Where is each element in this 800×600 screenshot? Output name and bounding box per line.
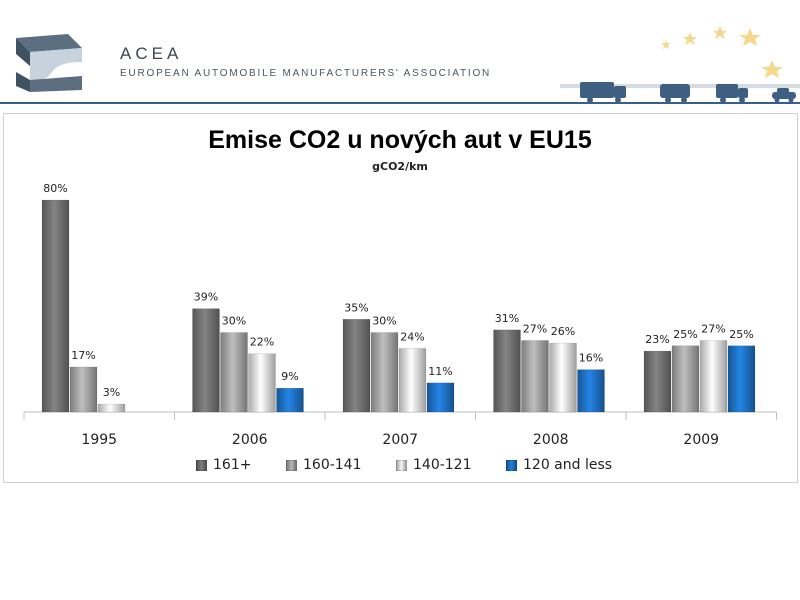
x-tick-label: 2007 xyxy=(382,432,418,448)
bar-2008-160-141 xyxy=(521,340,549,413)
x-tick-label: 2008 xyxy=(533,432,569,448)
org-full-name: EUROPEAN AUTOMOBILE MANUFACTURERS' ASSOC… xyxy=(120,68,492,79)
bar-2008-161+ xyxy=(493,329,521,413)
x-tick-label: 1995 xyxy=(81,432,117,448)
legend-item: 160-141 xyxy=(286,457,396,473)
legend-swatch xyxy=(196,459,207,471)
chart-frame xyxy=(3,113,798,483)
data-label: 22% xyxy=(250,336,274,349)
data-label: 25% xyxy=(729,328,753,341)
bar-2008-120-and-less xyxy=(577,369,605,413)
data-label: 17% xyxy=(71,349,95,362)
bar-2006-140-121 xyxy=(248,353,276,413)
bar-2007-140-121 xyxy=(398,348,427,413)
data-label: 24% xyxy=(400,330,424,343)
bar-2009-161+ xyxy=(643,350,672,413)
legend-item: 140-121 xyxy=(396,457,506,473)
data-label: 27% xyxy=(701,322,725,335)
bar-2009-120-and-less xyxy=(727,345,756,413)
legend-item: 161+ xyxy=(196,457,286,473)
header: ACEA EUROPEAN AUTOMOBILE MANUFACTURERS' … xyxy=(0,0,800,104)
bar-2009-160-141 xyxy=(671,345,700,413)
data-label: 39% xyxy=(194,291,218,304)
bar-1995-160-141 xyxy=(69,366,98,413)
legend-label: 160-141 xyxy=(303,457,362,473)
data-label: 30% xyxy=(222,315,246,328)
data-label: 11% xyxy=(428,365,452,378)
org-short-name: ACEA xyxy=(120,44,183,63)
data-label: 3% xyxy=(103,386,120,399)
stars-and-vehicles-icon xyxy=(560,26,800,103)
chart-title: Emise CO2 u nových aut v EU15 xyxy=(208,126,592,154)
bar-2009-140-121 xyxy=(699,340,728,413)
chart-subtitle: gCO2/km xyxy=(372,160,428,173)
bar-2006-160-141 xyxy=(220,332,248,413)
legend-swatch xyxy=(506,459,517,471)
data-label: 80% xyxy=(43,182,67,195)
legend-label: 161+ xyxy=(213,457,252,473)
legend-swatch xyxy=(286,459,297,471)
legend-swatch xyxy=(396,459,407,471)
legend-label: 140-121 xyxy=(413,457,472,473)
bar-2006-161+ xyxy=(192,308,220,413)
data-label: 16% xyxy=(579,352,603,365)
x-tick-label: 2006 xyxy=(232,432,268,448)
data-label: 23% xyxy=(645,333,669,346)
bar-2007-160-141 xyxy=(370,332,399,413)
bar-2007-120-and-less xyxy=(426,382,455,413)
data-label: 27% xyxy=(523,322,547,335)
data-label: 31% xyxy=(495,312,519,325)
data-label: 26% xyxy=(551,325,575,338)
x-tick-label: 2009 xyxy=(683,432,719,448)
bar-2008-140-121 xyxy=(549,342,577,413)
chart-legend: 161+ 160-141 140-121 120 and less xyxy=(196,457,626,473)
acea-logo-icon xyxy=(16,34,82,92)
legend-label: 120 and less xyxy=(523,457,613,473)
header-divider xyxy=(0,102,800,104)
bar-1995-161+ xyxy=(41,199,70,413)
bar-2007-161+ xyxy=(342,319,371,413)
data-label: 35% xyxy=(344,301,368,314)
data-label: 25% xyxy=(673,328,697,341)
data-label: 30% xyxy=(372,315,396,328)
bar-2006-120-and-less xyxy=(276,387,304,413)
legend-item: 120 and less xyxy=(506,457,626,473)
data-label: 9% xyxy=(281,370,298,383)
bar-1995-140-121 xyxy=(97,403,126,413)
